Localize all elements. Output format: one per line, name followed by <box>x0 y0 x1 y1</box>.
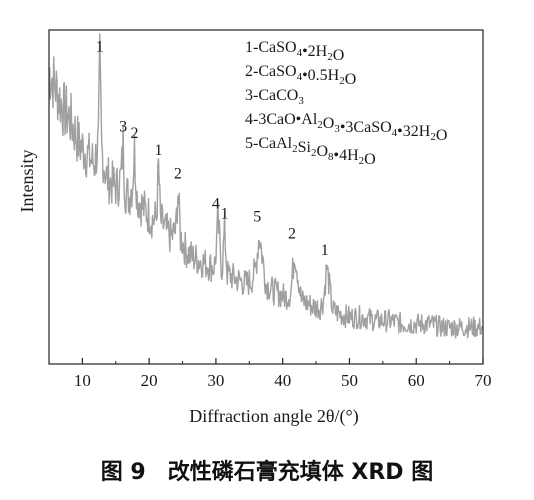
legend-entry-1: 1-CaSO4•2H2O <box>245 39 344 64</box>
peak-label-10: 1 <box>321 242 329 259</box>
xrd-line <box>48 33 483 339</box>
figure-caption: 图 9 改性磷石膏充填体 XRD 图 <box>100 460 434 485</box>
legend-entry-5: 5-CaAl2Si2O8•4H2O <box>245 135 376 168</box>
legend-entry-3: 3-CaCO3 <box>245 87 304 107</box>
peak-label-3: 2 <box>131 125 139 142</box>
peak-label-2: 3 <box>119 119 127 136</box>
x-tick-label-50: 50 <box>341 371 358 390</box>
peak-label-6: 4 <box>212 195 220 212</box>
x-tick-label-30: 30 <box>207 371 224 390</box>
xrd-series <box>48 33 483 339</box>
x-tick-label-20: 20 <box>141 371 158 390</box>
legend-entry-4: 4-3CaO•Al2O3•3CaSO4•32H2O <box>245 111 447 144</box>
peak-label-7: 1 <box>221 205 229 222</box>
x-tick-label-60: 60 <box>408 371 425 390</box>
x-axis-title: Diffraction angle 2θ/(°) <box>189 406 358 427</box>
x-tick-label-10: 10 <box>74 371 91 390</box>
y-axis-title: Intensity <box>17 150 37 213</box>
peak-label-9: 2 <box>288 225 296 242</box>
x-tick-label-40: 40 <box>274 371 291 390</box>
legend-entry-2: 2-CaSO4•0.5H2O <box>245 63 356 88</box>
plot-frame <box>48 29 484 365</box>
peak-label-1: 1 <box>96 38 104 55</box>
peak-label-4: 1 <box>155 142 163 159</box>
x-tick-label-70: 70 <box>475 371 492 390</box>
axes: 10 20 30 40 50 60 70 Diffraction angle 2θ/(°) In… <box>17 29 492 427</box>
peak-label-8: 5 <box>253 209 261 226</box>
peak-label-5: 2 <box>174 165 182 182</box>
